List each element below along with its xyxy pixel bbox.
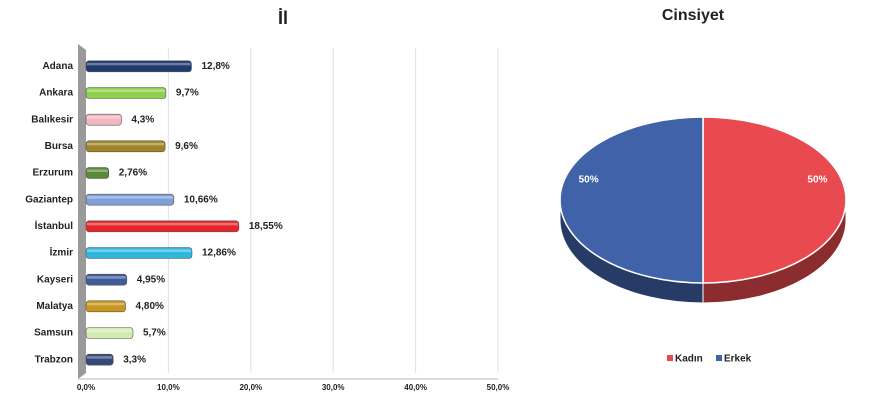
bar <box>85 220 240 233</box>
data-label: 4,95% <box>137 274 165 285</box>
legend-swatch <box>716 355 722 361</box>
data-label: 12,86% <box>202 248 236 259</box>
bar-shine <box>87 222 238 226</box>
x-tick-label: 0,0% <box>77 383 95 392</box>
bar <box>85 113 122 126</box>
bar <box>85 60 192 73</box>
bar <box>85 247 193 259</box>
bar <box>85 273 128 286</box>
bar-shine <box>87 62 191 66</box>
y-tick-label: İzmir <box>50 246 73 259</box>
bar-shine <box>87 329 132 332</box>
data-label: 12,8% <box>201 61 229 72</box>
y-tick-label: Malatya <box>36 301 73 312</box>
y-tick-label: Trabzon <box>35 354 73 365</box>
bar <box>85 300 126 313</box>
x-tick-label: 30,0% <box>322 383 345 392</box>
bar <box>85 193 175 206</box>
data-label: 50% <box>579 175 599 186</box>
bar-shine <box>87 169 108 172</box>
bar-shine <box>87 142 165 146</box>
bar <box>85 87 167 99</box>
bar-shine <box>87 276 126 279</box>
bar <box>85 353 114 366</box>
pie-slice <box>559 116 704 284</box>
y-tick-label: Bursa <box>45 141 74 152</box>
bar-shine <box>87 249 191 252</box>
chart-title: Cinsiyet <box>662 7 725 24</box>
bar-shine <box>87 116 121 119</box>
data-label: 3,3% <box>123 354 146 365</box>
y-tick-label: İstanbul <box>35 219 74 232</box>
data-label: 4,3% <box>131 114 154 125</box>
data-label: 9,6% <box>175 141 198 152</box>
legend-label: Erkek <box>724 354 752 365</box>
x-tick-label: 10,0% <box>157 383 180 392</box>
bar <box>85 140 166 153</box>
y-tick-label: Ankara <box>39 88 73 99</box>
bar-shine <box>87 356 113 359</box>
data-label: 50% <box>807 175 827 186</box>
y-tick-label: Balıkesir <box>31 114 73 125</box>
y-tick-label: Gaziantep <box>25 194 73 205</box>
data-label: 10,66% <box>184 194 218 205</box>
bar <box>85 167 110 179</box>
bar-shine <box>87 302 125 306</box>
y-tick-label: Samsun <box>34 328 73 339</box>
bar-shine <box>87 89 165 92</box>
data-label: 9,7% <box>176 88 199 99</box>
pie-slice <box>702 116 847 284</box>
data-label: 4,80% <box>136 301 164 312</box>
x-tick-label: 40,0% <box>404 383 427 392</box>
y-tick-label: Erzurum <box>32 168 73 179</box>
bar-shine <box>87 196 173 199</box>
axis-wall <box>78 44 86 379</box>
y-tick-label: Kayseri <box>37 274 73 285</box>
y-tick-label: Adana <box>42 61 73 72</box>
data-label: 2,76% <box>119 168 147 179</box>
legend-label: Kadın <box>675 354 703 365</box>
data-label: 18,55% <box>249 221 283 232</box>
bar <box>85 327 134 339</box>
x-tick-label: 50,0% <box>487 383 510 392</box>
legend-swatch <box>667 355 673 361</box>
chart-title: İl <box>278 8 288 28</box>
x-tick-label: 20,0% <box>239 383 262 392</box>
data-label: 5,7% <box>143 328 166 339</box>
